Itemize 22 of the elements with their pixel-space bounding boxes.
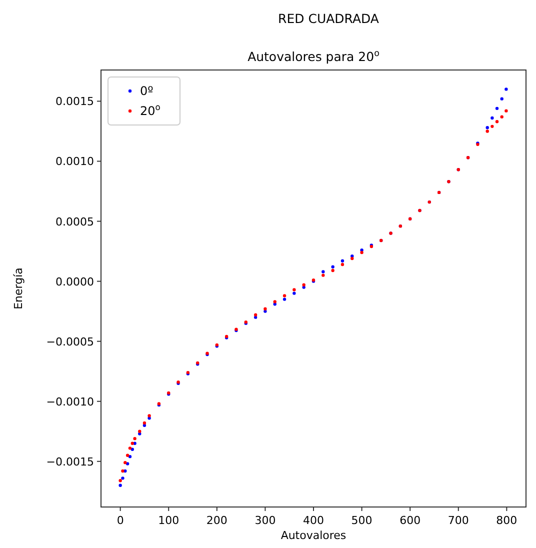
y-tick-label: 0.0005 [56,215,94,228]
y-tick-label: −0.0005 [46,335,94,348]
x-tick-label: 100 [158,514,180,527]
chart-subtitle: Autovalores para 20$^{o}$ [248,49,380,64]
x-tick-label: 200 [206,514,228,527]
x-tick-label: 400 [303,514,324,527]
x-tick-label: 0 [116,514,124,527]
chart-title: RED CUADRADA [278,11,380,26]
y-tick-label: 0.0015 [56,95,94,108]
x-axis-title: Autovalores [280,529,346,542]
legend-label: 0º [140,84,154,98]
y-tick-label: 0.0000 [56,275,94,288]
y-tick-label: −0.0010 [46,395,94,408]
x-tick-label: 700 [448,514,469,527]
x-tick-label: 500 [351,514,372,527]
y-tick-label: −0.0015 [46,455,94,468]
y-tick-label: 0.0010 [56,155,94,168]
x-tick-label: 600 [400,514,421,527]
x-tick-label: 800 [496,514,518,527]
x-tick-label: 300 [254,514,276,527]
legend-label: 20$^{o}$ [140,102,160,118]
y-axis-title: Energía [12,268,25,310]
